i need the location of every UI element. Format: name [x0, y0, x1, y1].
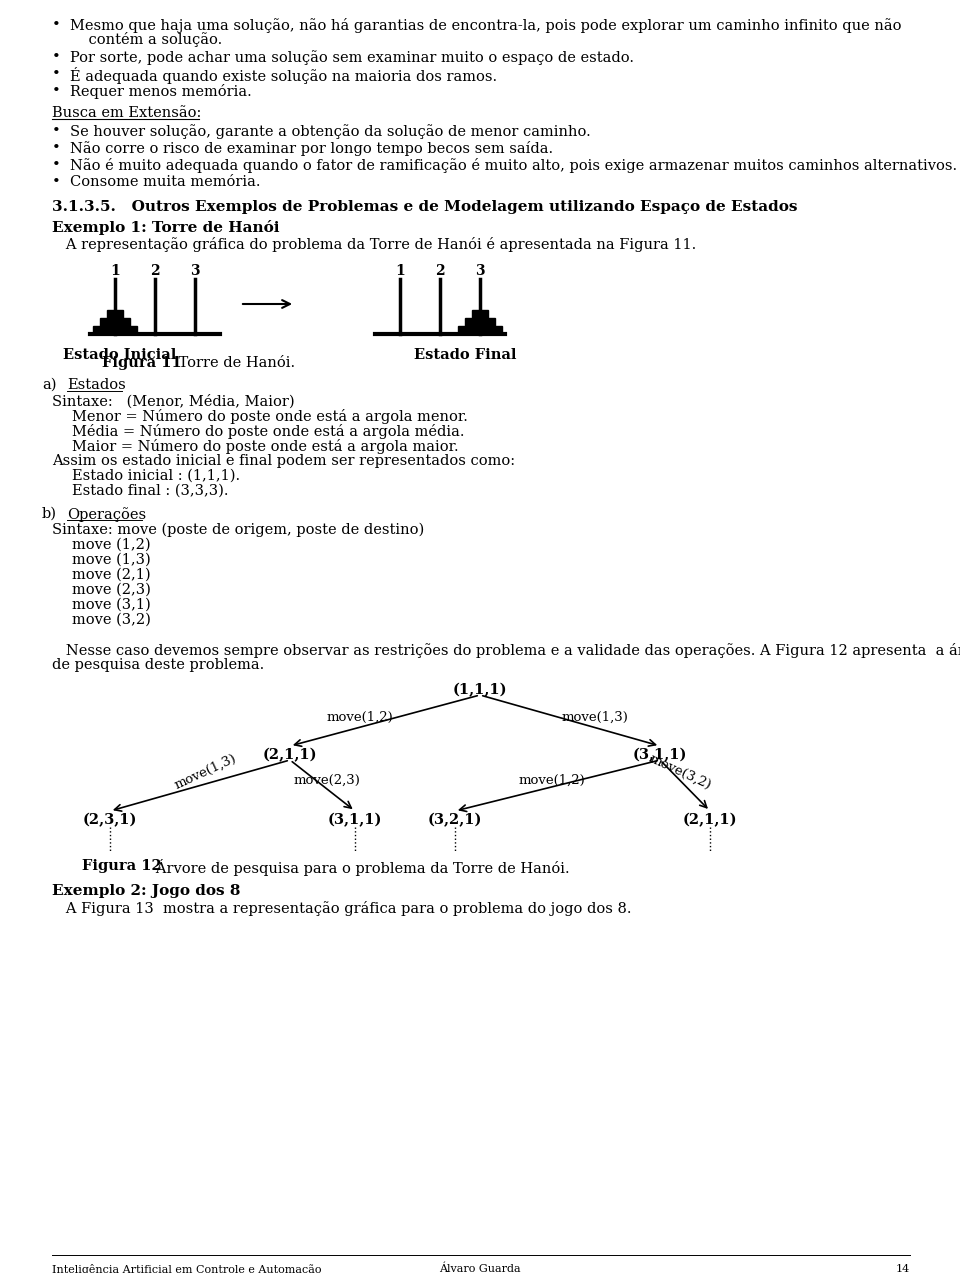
Text: Operações: Operações	[67, 507, 146, 522]
Text: (2,1,1): (2,1,1)	[683, 813, 737, 827]
Text: (1,1,1): (1,1,1)	[453, 684, 507, 698]
Text: Estado inicial : (1,1,1).: Estado inicial : (1,1,1).	[72, 468, 240, 482]
Bar	[100, 318, 130, 326]
Text: Sintaxe:   (Menor, Média, Maior): Sintaxe: (Menor, Média, Maior)	[52, 395, 295, 409]
Text: move (1,3): move (1,3)	[72, 552, 151, 566]
Text: Não é muito adequada quando o fator de ramificação é muito alto, pois exige arma: Não é muito adequada quando o fator de r…	[70, 158, 957, 173]
Text: Se houver solução, garante a obtenção da solução de menor caminho.: Se houver solução, garante a obtenção da…	[70, 123, 590, 139]
Text: Busca em Extensão:: Busca em Extensão:	[52, 106, 202, 120]
Text: move (2,1): move (2,1)	[72, 568, 151, 582]
Text: •: •	[52, 174, 60, 188]
Text: •: •	[52, 158, 60, 172]
Bar	[465, 318, 495, 326]
Text: Estados: Estados	[67, 378, 126, 392]
Text: Figura 12: Figura 12	[82, 859, 161, 873]
Text: move(1,3): move(1,3)	[562, 710, 629, 723]
Text: Requer menos memória.: Requer menos memória.	[70, 84, 252, 99]
Text: Exemplo 2: Jogo dos 8: Exemplo 2: Jogo dos 8	[52, 883, 241, 897]
Text: b): b)	[42, 507, 57, 521]
Text: •: •	[52, 50, 60, 64]
Text: (2,1,1): (2,1,1)	[263, 749, 317, 763]
Text: A representação gráfica do problema da Torre de Hanói é apresentada na Figura 11: A representação gráfica do problema da T…	[52, 237, 696, 252]
Text: 14: 14	[896, 1264, 910, 1273]
Text: Estado Inicial: Estado Inicial	[63, 348, 177, 362]
Text: Árvore de pesquisa para o problema da Torre de Hanói.: Árvore de pesquisa para o problema da To…	[142, 859, 569, 876]
Text: 1: 1	[110, 264, 120, 278]
Bar	[93, 326, 137, 334]
Text: Por sorte, pode achar uma solução sem examinar muito o espaço de estado.: Por sorte, pode achar uma solução sem ex…	[70, 50, 634, 65]
Text: •: •	[52, 67, 60, 81]
Text: •: •	[52, 141, 60, 155]
Text: Sintaxe: move (poste de origem, poste de destino): Sintaxe: move (poste de origem, poste de…	[52, 523, 424, 537]
Text: É adequada quando existe solução na maioria dos ramos.: É adequada quando existe solução na maio…	[70, 67, 497, 84]
Bar	[458, 326, 502, 334]
Text: 3.1.3.5.   Outros Exemplos de Problemas e de Modelagem utilizando Espaço de Esta: 3.1.3.5. Outros Exemplos de Problemas e …	[52, 200, 798, 214]
Text: Estado final : (3,3,3).: Estado final : (3,3,3).	[72, 484, 228, 498]
Text: 2: 2	[435, 264, 444, 278]
Text: 3: 3	[475, 264, 485, 278]
Text: move (3,1): move (3,1)	[72, 598, 151, 612]
Text: Inteligência Artificial em Controle e Automação: Inteligência Artificial em Controle e Au…	[52, 1264, 322, 1273]
Text: a): a)	[42, 378, 57, 392]
Text: •: •	[52, 84, 60, 98]
Text: Nesse caso devemos sempre observar as restrições do problema e a validade das op: Nesse caso devemos sempre observar as re…	[52, 643, 960, 658]
Text: de pesquisa deste problema.: de pesquisa deste problema.	[52, 658, 264, 672]
Text: 2: 2	[150, 264, 159, 278]
Text: move (2,3): move (2,3)	[72, 583, 151, 597]
Text: Média = Número do poste onde está a argola média.: Média = Número do poste onde está a argo…	[72, 424, 465, 439]
Text: A Figura 13  mostra a representação gráfica para o problema do jogo dos 8.: A Figura 13 mostra a representação gráfi…	[52, 901, 632, 917]
Text: •: •	[52, 18, 60, 32]
Text: move (1,2): move (1,2)	[72, 538, 151, 552]
Text: Consome muita memória.: Consome muita memória.	[70, 174, 260, 188]
Text: move(1,3): move(1,3)	[172, 752, 238, 792]
Text: move(1,2): move(1,2)	[326, 710, 394, 723]
Text: Figura 11: Figura 11	[102, 356, 181, 370]
Text: (3,2,1): (3,2,1)	[428, 813, 482, 827]
Text: (2,3,1): (2,3,1)	[83, 813, 137, 827]
Text: (3,1,1): (3,1,1)	[327, 813, 382, 827]
Text: Não corre o risco de examinar por longo tempo becos sem saída.: Não corre o risco de examinar por longo …	[70, 141, 553, 157]
Text: contém a solução.: contém a solução.	[70, 32, 223, 47]
Text: Estado Final: Estado Final	[414, 348, 516, 362]
Text: move(3,2): move(3,2)	[647, 752, 713, 792]
Text: Álvaro Guarda: Álvaro Guarda	[439, 1264, 521, 1273]
Text: Maior = Número do poste onde está a argola maior.: Maior = Número do poste onde está a argo…	[72, 439, 459, 454]
Text: Menor = Número do poste onde está a argola menor.: Menor = Número do poste onde está a argo…	[72, 409, 468, 424]
Text: Assim os estado inicial e final podem ser representados como:: Assim os estado inicial e final podem se…	[52, 454, 516, 468]
Bar	[472, 311, 488, 318]
Text: 3: 3	[190, 264, 200, 278]
Text: Exemplo 1: Torre de Hanói: Exemplo 1: Torre de Hanói	[52, 220, 279, 236]
Text: move(2,3): move(2,3)	[294, 774, 360, 787]
Text: 1: 1	[396, 264, 405, 278]
Text: move (3,2): move (3,2)	[72, 614, 151, 628]
Bar	[107, 311, 123, 318]
Text: (3,1,1): (3,1,1)	[633, 749, 687, 763]
Text: Mesmo que haja uma solução, não há garantias de encontra-la, pois pode explorar : Mesmo que haja uma solução, não há garan…	[70, 18, 901, 33]
Text: move(1,2): move(1,2)	[518, 774, 586, 787]
Text: Torre de Hanói.: Torre de Hanói.	[160, 356, 295, 370]
Text: •: •	[52, 123, 60, 137]
